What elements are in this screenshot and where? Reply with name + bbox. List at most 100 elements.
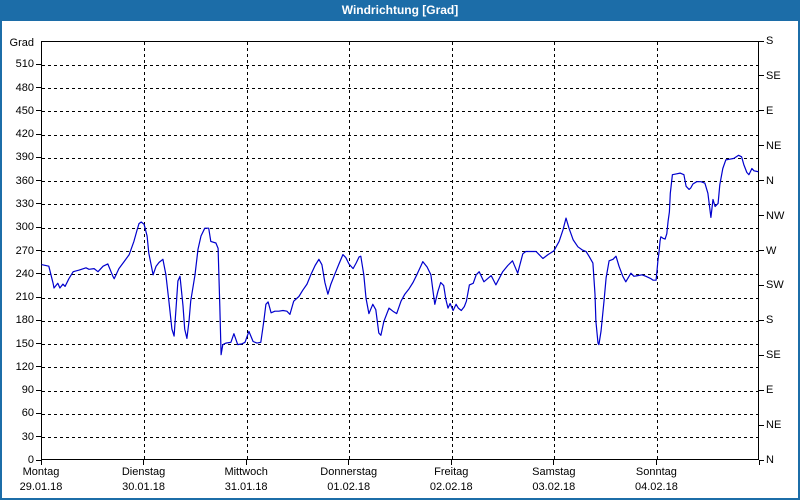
y-axis-left-tick-label: 480 <box>15 81 34 94</box>
vertical-gridline <box>554 42 556 459</box>
y-axis-left-tick-label: 330 <box>15 197 34 210</box>
horizontal-gridline <box>42 320 758 322</box>
day-weekday-label: Donnerstag <box>320 466 378 478</box>
y-axis-right-tick <box>759 459 764 461</box>
y-axis-left-tick-label: 120 <box>15 360 34 373</box>
horizontal-gridline <box>42 157 758 159</box>
day-date-label: 29.01.18 <box>19 481 63 493</box>
y-axis-left-tick-label: 0 <box>27 454 34 466</box>
day-date-label: 04.02.18 <box>635 481 678 493</box>
day-date-label: 31.01.18 <box>224 481 268 493</box>
horizontal-gridline <box>42 181 758 183</box>
y-axis-left-tick-label: 390 <box>15 151 34 164</box>
y-axis-right-tick <box>759 284 764 286</box>
day-date-label: 03.02.18 <box>532 481 576 493</box>
compass-label: E <box>766 384 774 397</box>
y-axis-left-tick-label: 150 <box>15 337 34 350</box>
day-weekday-label: Mittwoch <box>224 466 268 478</box>
day-date-label: 01.02.18 <box>327 481 371 493</box>
y-axis-right-tick <box>759 215 764 217</box>
x-axis-day-tick <box>143 460 145 465</box>
y-axis-left-tick-label: 300 <box>15 221 34 234</box>
y-axis-right-tick <box>759 40 764 42</box>
y-axis-left-tick <box>36 87 41 89</box>
y-axis-left-tick-label: 30 <box>21 430 34 443</box>
y-axis-right-tick <box>759 354 764 356</box>
y-axis-left-tick-label: 60 <box>21 407 34 420</box>
horizontal-gridline <box>42 413 758 415</box>
horizontal-gridline <box>42 88 758 90</box>
y-axis-left-tick-label: 450 <box>15 104 34 117</box>
compass-label: S <box>766 314 774 327</box>
y-axis-left-tick <box>36 436 41 438</box>
day-weekday-label: Samstag <box>532 466 576 478</box>
compass-label: NE <box>766 139 782 152</box>
wind-direction-series <box>41 154 759 356</box>
compass-label: S <box>766 35 774 47</box>
x-axis-day-tick <box>655 460 657 465</box>
horizontal-gridline <box>42 111 758 113</box>
y-axis-left-tick-label: 90 <box>21 384 34 397</box>
y-axis-left-tick <box>36 366 41 368</box>
day-date-label: 02.02.18 <box>429 481 473 493</box>
y-axis-left-tick <box>36 459 41 461</box>
horizontal-gridline <box>42 251 758 252</box>
compass-label: SE <box>766 69 781 82</box>
y-axis-left-tick <box>36 343 41 345</box>
day-date-label: 30.01.18 <box>122 481 165 493</box>
y-axis-left-tick <box>36 412 41 414</box>
y-axis-right-tick <box>759 75 764 77</box>
x-axis-day-tick <box>40 460 42 465</box>
y-axis-right-tick <box>759 250 764 251</box>
compass-label: N <box>766 454 774 466</box>
vertical-gridline <box>451 42 453 459</box>
y-axis-left-tick <box>36 226 41 228</box>
vertical-gridline <box>246 42 248 459</box>
y-axis-left-tick <box>36 133 41 135</box>
y-axis-right-tick <box>759 110 764 112</box>
horizontal-gridline <box>42 367 758 369</box>
horizontal-gridline <box>42 64 758 66</box>
horizontal-gridline <box>42 344 758 346</box>
x-axis-day-tick <box>450 460 452 465</box>
x-axis-day-tick <box>245 460 247 465</box>
horizontal-gridline <box>42 390 758 392</box>
horizontal-gridline <box>42 274 758 276</box>
y-axis-left-tick <box>36 389 41 391</box>
horizontal-gridline <box>42 437 758 439</box>
y-axis-right-tick <box>759 389 764 391</box>
y-axis-left-tick-label: 270 <box>15 244 34 257</box>
horizontal-gridline <box>42 227 758 229</box>
compass-label: W <box>766 244 777 257</box>
day-weekday-label: Freitag <box>434 466 469 478</box>
y-axis-right-tick <box>759 319 764 321</box>
y-axis-unit-label: Grad <box>9 37 34 49</box>
y-axis-left-tick <box>36 110 41 112</box>
y-axis-left-tick-label: 510 <box>15 58 34 71</box>
window-title: Windrichtung [Grad] <box>341 3 459 17</box>
horizontal-gridline <box>42 134 758 136</box>
y-axis-right-tick <box>759 145 764 147</box>
window-titlebar: Windrichtung [Grad] <box>2 0 798 21</box>
compass-label: E <box>766 104 774 117</box>
y-axis-left-tick <box>36 296 41 298</box>
y-axis-left-tick <box>36 250 41 251</box>
compass-label: NE <box>766 419 782 432</box>
y-axis-left-tick <box>36 273 41 275</box>
compass-label: NW <box>766 209 785 222</box>
wind-direction-line-plot <box>41 154 759 356</box>
vertical-gridline <box>656 42 658 459</box>
compass-label: SW <box>766 279 784 292</box>
y-axis-left-tick-label: 210 <box>15 291 34 304</box>
x-axis-day-tick <box>758 460 760 465</box>
y-axis-left-tick <box>36 180 41 182</box>
y-axis-left-tick <box>36 203 41 205</box>
compass-label: SE <box>766 349 781 362</box>
y-axis-left-tick-label: 240 <box>15 267 34 280</box>
plot-area <box>41 41 759 460</box>
x-axis-day-tick <box>553 460 555 465</box>
y-axis-left-tick <box>36 319 41 321</box>
horizontal-gridline <box>42 297 758 299</box>
